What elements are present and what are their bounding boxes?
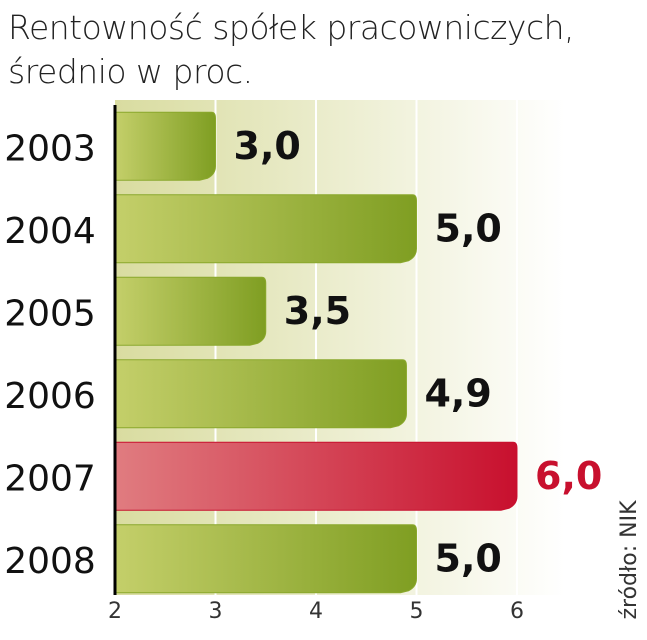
x-tick-label: 3 <box>209 599 223 624</box>
y-tick-label: 2003 <box>4 128 96 169</box>
bar <box>114 359 407 429</box>
y-tick-label: 2004 <box>4 211 96 252</box>
y-tick-label: 2008 <box>4 541 96 582</box>
value-label: 3,0 <box>234 124 301 168</box>
value-label: 5,0 <box>435 536 502 580</box>
x-tick-label: 2 <box>108 599 122 624</box>
value-label: 6,0 <box>535 454 602 498</box>
x-tick-label: 5 <box>410 599 424 624</box>
value-label: 5,0 <box>435 206 502 250</box>
x-tick-label: 6 <box>510 599 524 624</box>
bar <box>114 441 518 511</box>
chart-title: Rentowność spółek pracowniczych, średnio… <box>8 8 575 91</box>
plot-background <box>115 100 565 595</box>
bar <box>114 276 267 346</box>
y-tick-label: 2005 <box>4 293 96 334</box>
x-tick-label: 4 <box>309 599 323 624</box>
y-tick-label: 2007 <box>4 458 96 499</box>
y-tick-label: 2006 <box>4 376 96 417</box>
value-label: 3,5 <box>284 289 351 333</box>
source: źródło: NIK <box>617 500 642 620</box>
value-label: 4,9 <box>424 371 491 415</box>
bar <box>114 524 417 594</box>
bar <box>114 194 417 264</box>
bar <box>114 111 216 181</box>
